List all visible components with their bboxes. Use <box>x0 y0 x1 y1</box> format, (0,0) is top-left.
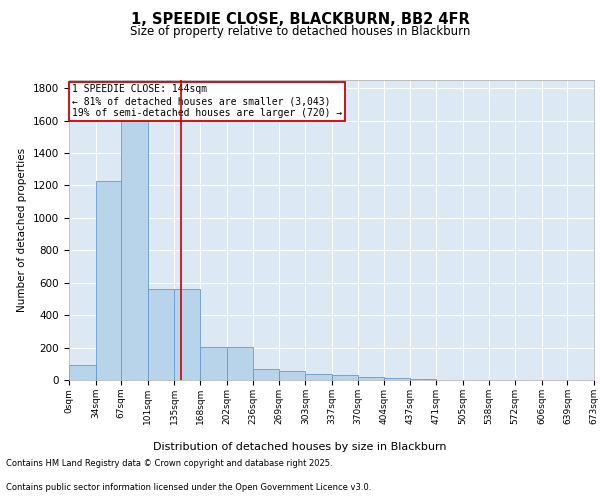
Bar <box>121 112 148 380</box>
Text: Size of property relative to detached houses in Blackburn: Size of property relative to detached ho… <box>130 25 470 38</box>
Bar <box>69 366 95 380</box>
Bar <box>305 374 332 380</box>
Text: Distribution of detached houses by size in Blackburn: Distribution of detached houses by size … <box>153 442 447 452</box>
Bar <box>384 378 410 380</box>
Y-axis label: Number of detached properties: Number of detached properties <box>17 148 28 312</box>
Text: Contains public sector information licensed under the Open Government Licence v3: Contains public sector information licen… <box>6 484 371 492</box>
Bar <box>148 289 175 380</box>
Bar <box>279 371 305 380</box>
Text: 1 SPEEDIE CLOSE: 144sqm
← 81% of detached houses are smaller (3,043)
19% of semi: 1 SPEEDIE CLOSE: 144sqm ← 81% of detache… <box>71 84 342 117</box>
Text: Contains HM Land Registry data © Crown copyright and database right 2025.: Contains HM Land Registry data © Crown c… <box>6 458 332 468</box>
Bar <box>227 347 253 380</box>
Bar <box>200 347 227 380</box>
Text: 1, SPEEDIE CLOSE, BLACKBURN, BB2 4FR: 1, SPEEDIE CLOSE, BLACKBURN, BB2 4FR <box>131 12 469 28</box>
Bar <box>358 377 384 380</box>
Bar <box>253 370 279 380</box>
Bar <box>175 289 200 380</box>
Bar <box>332 375 358 380</box>
Bar <box>95 180 121 380</box>
Bar <box>410 379 436 380</box>
